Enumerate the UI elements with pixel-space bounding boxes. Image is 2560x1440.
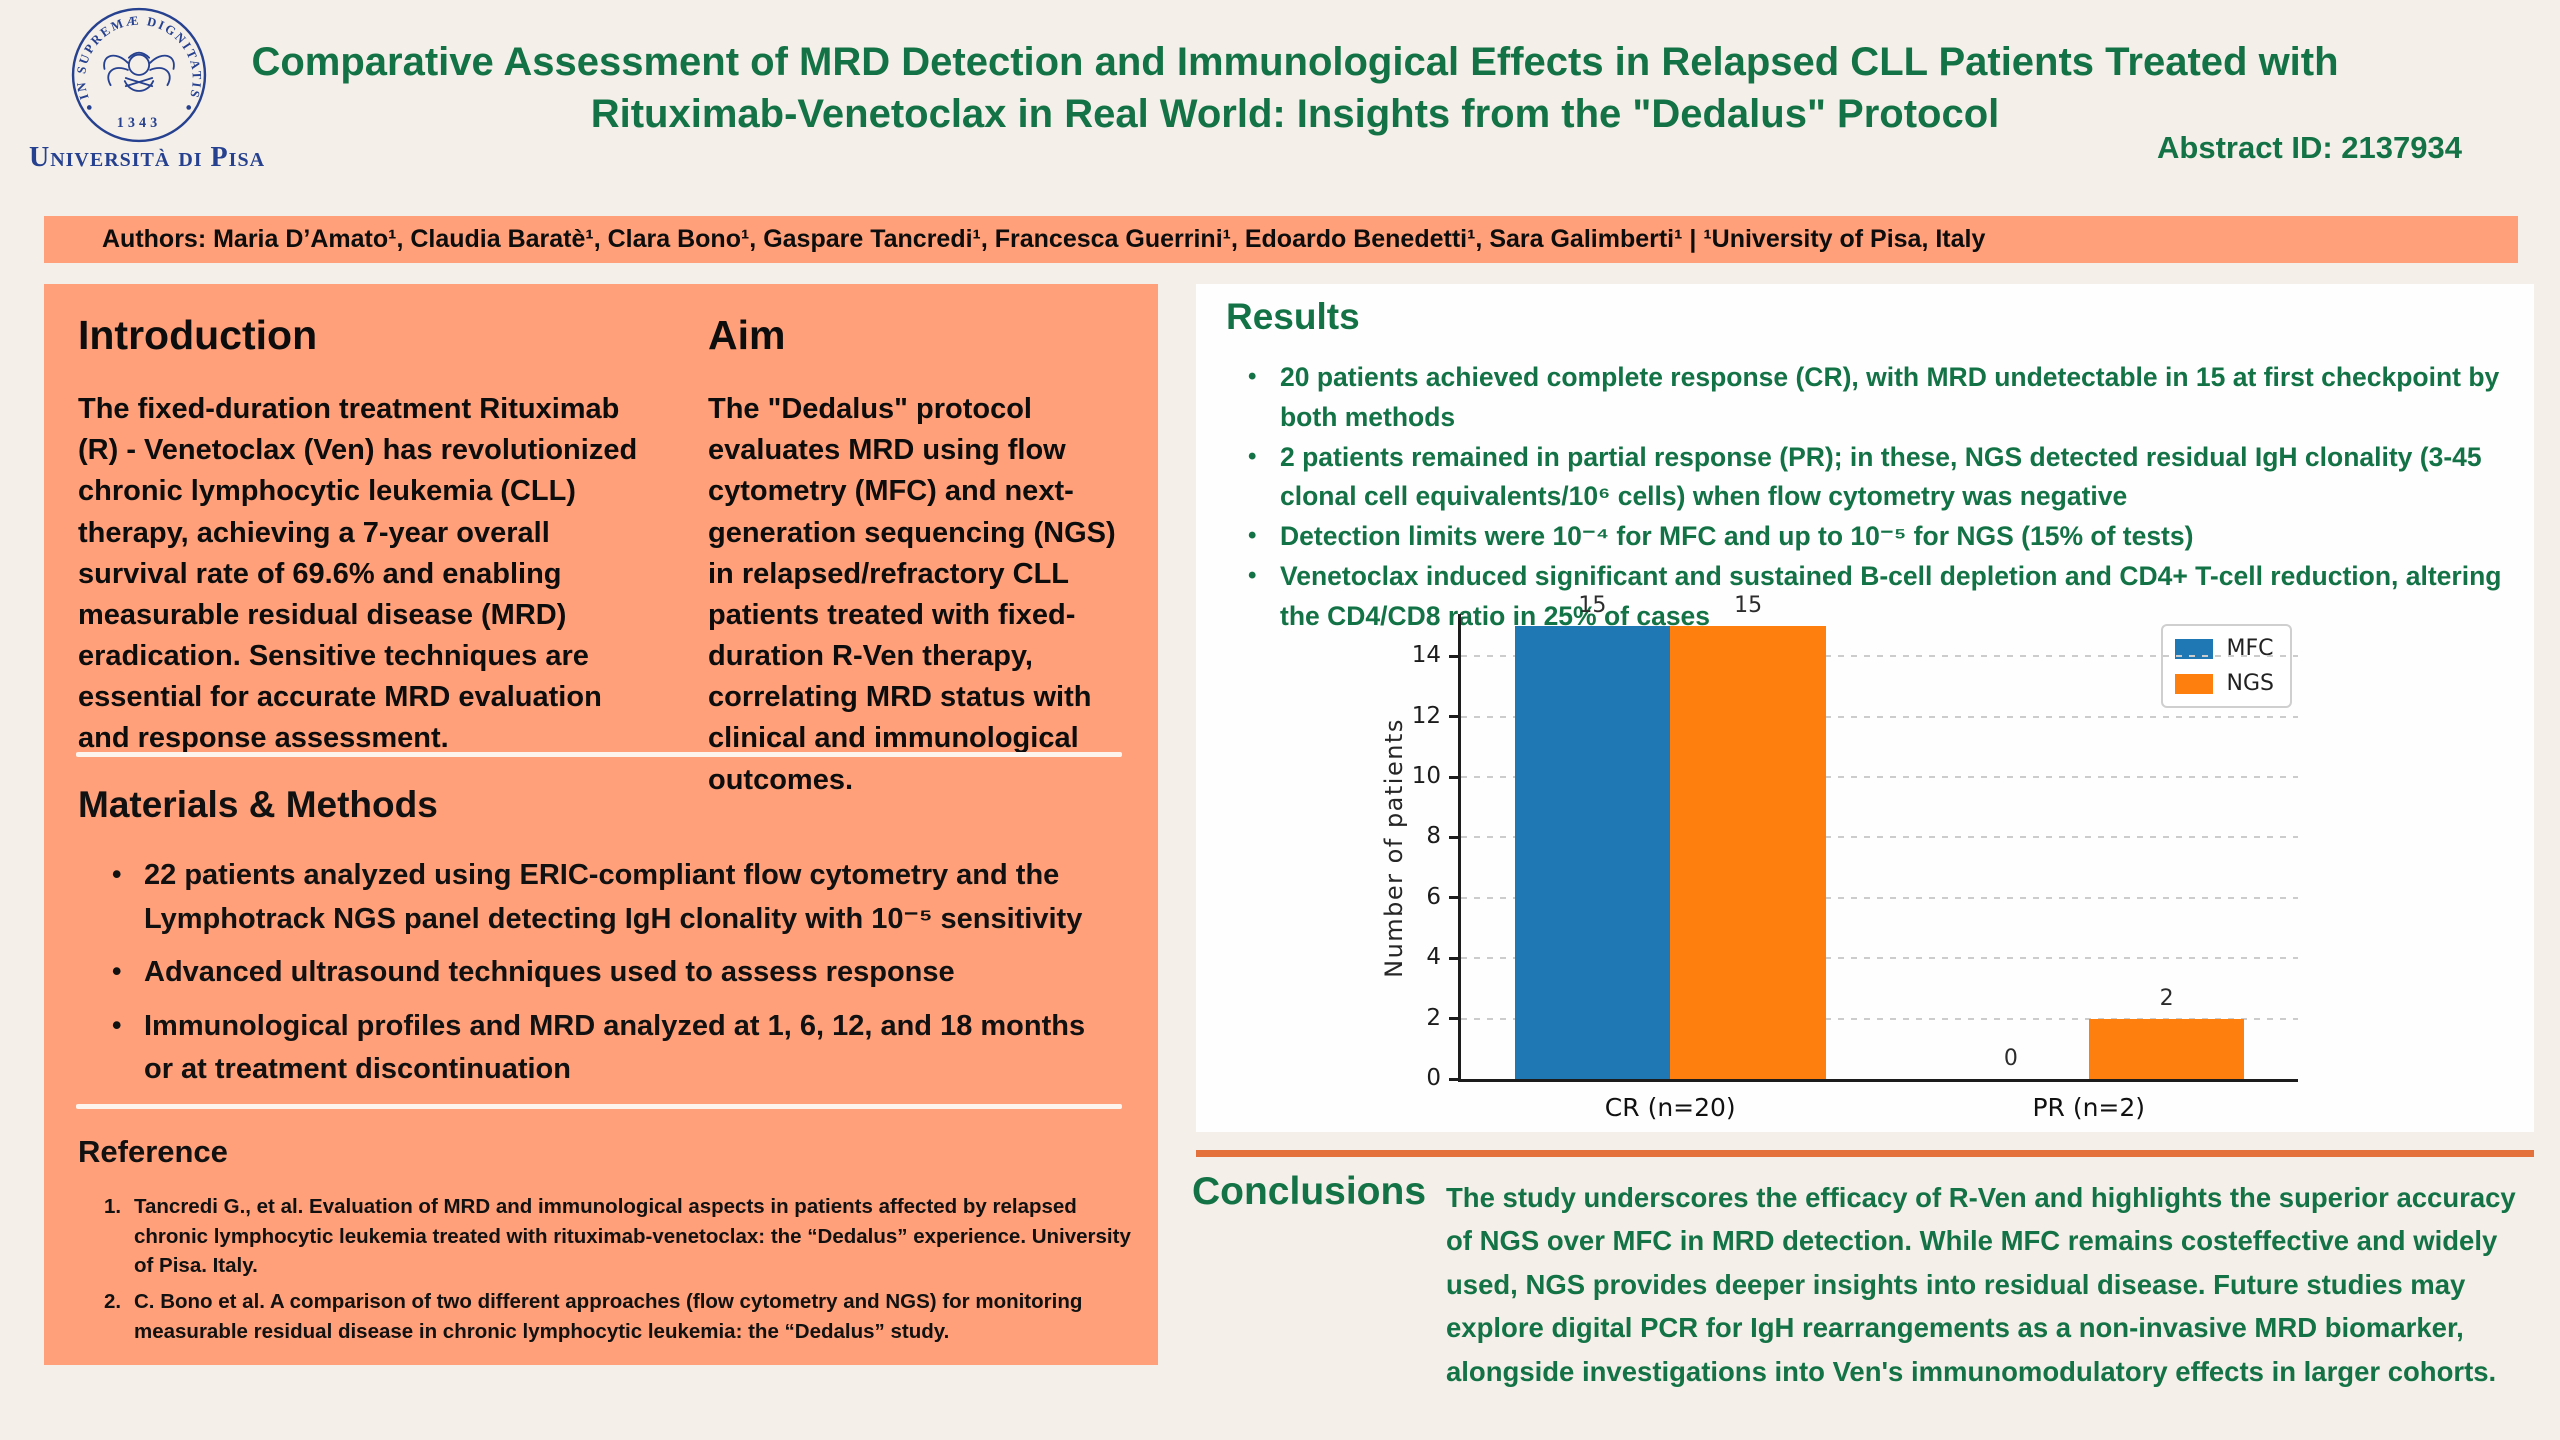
mrd-bar-chart: Number of patients MFC NGS 0 2 4 6 8 10 12 14 CR … — [1374, 593, 2529, 1128]
chart-y-ticklabel: 10 — [1411, 763, 1441, 790]
chart-y-tickmark — [1449, 1017, 1458, 1021]
legend-swatch-mfc — [2174, 638, 2213, 659]
reference-item: Tancredi G., et al. Evaluation of MRD an… — [104, 1192, 1131, 1278]
seal-year: 1343 — [117, 115, 162, 131]
materials-methods-heading: Materials & Methods — [78, 784, 438, 825]
bar-value-label: 15 — [1578, 593, 1607, 619]
results-item: Detection limits were 10⁻⁴ for MFC and u… — [1244, 517, 2520, 557]
chart-legend: MFC NGS — [2160, 624, 2292, 708]
bar-value-label: 0 — [2003, 1046, 2018, 1071]
chart-gridline — [1461, 655, 2298, 658]
poster-title-line-2: Rituximab-Venetoclax in Real World: Insi… — [590, 92, 2000, 136]
poster-title: Comparative Assessment of MRD Detection … — [230, 36, 2360, 140]
introduction-section: Introduction The fixed-duration treatmen… — [78, 312, 640, 760]
chart-gridline — [1461, 715, 2298, 718]
introduction-body: The fixed-duration treatment Rituximab (… — [78, 393, 638, 755]
chart-x-ticklabel: CR (n=20) — [1604, 1093, 1736, 1122]
results-item: Venetoclax induced significant and susta… — [1244, 557, 2520, 637]
authors-text: Authors: Maria D’Amato¹, Claudia Baratè¹… — [102, 225, 1986, 253]
results-heading: Results — [1226, 296, 1360, 337]
chart-y-tickmark — [1449, 715, 1458, 719]
chart-y-ticklabel: 0 — [1426, 1065, 1441, 1091]
bar-ngs-1 — [2088, 1018, 2245, 1079]
legend-entry-ngs: NGS — [2174, 671, 2274, 696]
seal-left-dot — [86, 105, 92, 110]
chart-y-tickmark — [1449, 1077, 1458, 1081]
chart-gridline — [1461, 776, 2298, 779]
section-divider — [76, 752, 1122, 757]
materials-methods-item: 22 patients analyzed using ERIC-complian… — [102, 854, 1122, 941]
reference-list: Tancredi G., et al. Evaluation of MRD an… — [98, 1192, 1142, 1353]
section-divider — [76, 1104, 1122, 1109]
chart-plot-area: MFC NGS 0 2 4 6 8 10 12 14 CR (n=20) 15 15 PR (n=2) 0… — [1412, 593, 2298, 1122]
chart-gridline — [1461, 896, 2298, 899]
left-panel: Introduction The fixed-duration treatmen… — [44, 284, 1158, 1365]
abstract-id: Abstract ID: 2137934 — [2157, 130, 2462, 165]
conclusions-body: The study underscores the efficacy of R-… — [1446, 1182, 2516, 1387]
aim-body: The "Dedalus" protocol evaluates MRD usi… — [708, 393, 1116, 796]
legend-swatch-ngs — [2174, 673, 2213, 694]
chart-y-tickmark — [1449, 956, 1458, 960]
chart-y-tickmark — [1449, 654, 1458, 658]
chart-y-ticklabel: 2 — [1426, 1004, 1441, 1031]
chart-y-tickmark — [1449, 775, 1458, 779]
aim-section: Aim The "Dedalus" protocol evaluates MRD… — [708, 312, 1140, 801]
bar-value-label: 2 — [2159, 985, 2174, 1011]
reference-item: C. Bono et al. A comparison of two diffe… — [104, 1287, 1083, 1343]
chart-y-tickmark — [1449, 835, 1458, 839]
chart-y-tickmark — [1449, 896, 1458, 900]
bar-ngs-0 — [1670, 626, 1826, 1079]
authors-bar: Authors: Maria D’Amato¹, Claudia Baratè¹… — [44, 216, 2518, 263]
chart-y-ticklabel: 6 — [1426, 883, 1441, 910]
conclusions-divider-rule — [1196, 1150, 2534, 1157]
seal-right-dot — [186, 105, 192, 110]
chart-y-ticklabel: 12 — [1411, 702, 1441, 729]
materials-methods-item: Immunological profiles and MRD analyzed … — [102, 1005, 1122, 1092]
materials-methods-list: 22 patients analyzed using ERIC-complian… — [102, 854, 1122, 1102]
results-list: 20 patients achieved complete response (… — [1244, 358, 2520, 636]
introduction-heading: Introduction — [78, 312, 318, 358]
bar-value-label: 15 — [1734, 593, 1763, 619]
chart-y-ticklabel: 8 — [1426, 823, 1441, 850]
legend-label-ngs: NGS — [2226, 671, 2274, 696]
chart-y-ticklabel: 14 — [1411, 642, 1441, 669]
bar-mfc-0 — [1514, 626, 1671, 1079]
conclusions-heading: Conclusions — [1192, 1170, 1427, 1213]
chart-gridline — [1461, 1017, 2298, 1020]
aim-heading: Aim — [708, 312, 786, 358]
seal-cherub-icon — [103, 51, 175, 92]
chart-y-ticklabel: 4 — [1426, 944, 1441, 971]
chart-x-ticklabel: PR (n=2) — [2032, 1093, 2146, 1122]
results-panel: Results 20 patients achieved complete re… — [1196, 284, 2534, 1132]
materials-methods-item: Advanced ultrasound techniques used to a… — [102, 951, 1122, 995]
results-item: 2 patients remained in partial response … — [1244, 438, 2520, 518]
seal-outer-ring — [71, 7, 207, 143]
poster-title-line-1: Comparative Assessment of MRD Detection … — [251, 40, 2339, 84]
chart-gridline — [1461, 957, 2298, 960]
university-of-pisa-seal-logo: IN SUPREMÆ DIGNITATIS 1343 — [71, 7, 207, 143]
university-name: Università di Pisa — [28, 142, 266, 173]
results-item: 20 patients achieved complete response (… — [1244, 358, 2520, 438]
chart-gridline — [1461, 836, 2298, 839]
reference-heading: Reference — [78, 1134, 228, 1169]
